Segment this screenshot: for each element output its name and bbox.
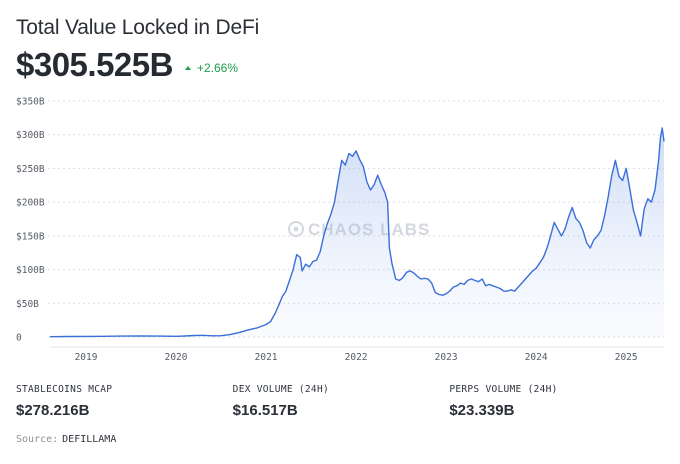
- change-indicator: +2.66%: [184, 61, 239, 75]
- x-tick-label: 2024: [525, 352, 548, 363]
- watermark-logo-icon: [288, 221, 304, 237]
- stat-label: DEX VOLUME (24H): [232, 384, 329, 395]
- tvl-chart: CHAOS LABS 0$50B$100B$150B$200B$250B$300…: [16, 97, 665, 363]
- x-tick-label: 2019: [75, 352, 98, 363]
- x-tick-label: 2020: [165, 352, 188, 363]
- y-tick-label: $50B: [16, 299, 39, 310]
- headline-row: $305.525B +2.66%: [16, 46, 238, 84]
- x-tick-label: 2023: [435, 352, 458, 363]
- watermark-logo-dot: [293, 226, 299, 232]
- stats-row: STABLECOINS MCAP $278.216B DEX VOLUME (2…: [16, 384, 666, 419]
- stat-value: $278.216B: [16, 402, 90, 419]
- y-tick-label: $150B: [16, 231, 45, 242]
- series-area: [50, 128, 664, 337]
- stat-stablecoins: STABLECOINS MCAP $278.216B: [16, 384, 233, 419]
- y-tick-label: $350B: [16, 97, 45, 108]
- y-tick-label: $200B: [16, 198, 45, 209]
- y-tick-label: $300B: [16, 130, 45, 141]
- stat-label: STABLECOINS MCAP: [16, 384, 113, 395]
- tvl-value: $305.525B: [16, 46, 173, 83]
- source-name: DEFILLAMA: [62, 434, 117, 445]
- up-arrow-icon: [184, 66, 191, 70]
- stat-perps-volume: PERPS VOLUME (24H) $23.339B: [449, 384, 666, 419]
- source-label: Source:: [16, 434, 59, 445]
- stat-label: PERPS VOLUME (24H): [449, 384, 558, 395]
- stat-value: $16.517B: [232, 402, 298, 419]
- stat-dex-volume: DEX VOLUME (24H) $16.517B: [233, 384, 450, 419]
- source-line: Source: DEFILLAMA: [16, 434, 116, 445]
- series-line: [49, 127, 665, 338]
- y-tick-label: $100B: [16, 265, 45, 276]
- x-tick-label: 2021: [255, 352, 278, 363]
- chart-title: Total Value Locked in DeFi: [16, 16, 260, 39]
- stat-value: $23.339B: [449, 402, 515, 419]
- change-value: +2.66%: [196, 61, 239, 75]
- x-tick-label: 2025: [615, 352, 638, 363]
- y-tick-label: 0: [16, 333, 22, 344]
- chart-area: CHAOS LABS 0$50B$100B$150B$200B$250B$300…: [0, 88, 680, 373]
- x-tick-label: 2022: [345, 352, 368, 363]
- y-tick-label: $250B: [16, 164, 45, 175]
